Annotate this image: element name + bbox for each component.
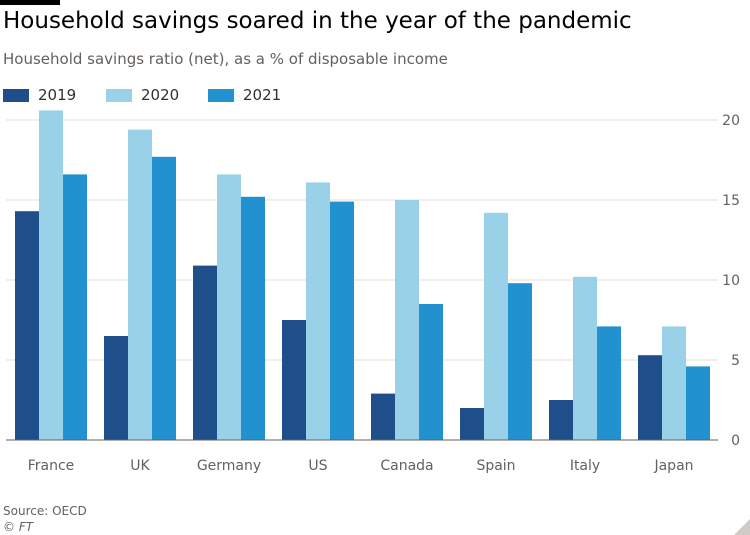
bar-2020-us — [306, 182, 330, 440]
legend: 2019 2020 2021 — [3, 84, 703, 106]
x-tick-label: Canada — [380, 458, 433, 474]
chart-title: Household savings soared in the year of … — [3, 8, 632, 34]
bar-2019-uk — [104, 336, 128, 440]
x-tick-label: Italy — [570, 458, 600, 474]
bar-2020-spain — [484, 212, 508, 440]
bar-2019-spain — [460, 408, 484, 440]
copyright-credit: © FT — [3, 520, 34, 534]
legend-swatch-2021 — [208, 88, 234, 102]
bar-2020-italy — [573, 276, 597, 440]
legend-swatch-2020 — [106, 88, 132, 102]
bar-2021-italy — [597, 326, 621, 440]
legend-item-2021: 2021 — [208, 84, 281, 106]
bar-2019-japan — [638, 355, 662, 440]
bar-2019-france — [15, 211, 39, 440]
x-tick-label: Japan — [653, 458, 693, 474]
bar-2020-canada — [395, 200, 419, 440]
legend-item-2020: 2020 — [106, 84, 179, 106]
y-tick-label: 15 — [722, 193, 740, 209]
bar-2019-italy — [549, 400, 573, 440]
bar-2021-us — [330, 201, 354, 440]
chart-subtitle: Household savings ratio (net), as a % of… — [3, 50, 448, 68]
y-tick-label: 10 — [722, 273, 740, 289]
x-tick-label: US — [308, 458, 327, 474]
x-tick-label: UK — [130, 458, 150, 474]
x-tick-label: Spain — [476, 458, 515, 474]
y-tick-label: 0 — [731, 433, 740, 449]
title-rule — [0, 0, 60, 5]
legend-label-2021: 2021 — [243, 86, 282, 104]
x-tick-label: Germany — [197, 458, 261, 474]
bar-2021-germany — [241, 196, 265, 440]
bar-2020-germany — [217, 174, 241, 440]
bar-2019-germany — [193, 265, 217, 440]
bar-2021-france — [63, 174, 87, 440]
corner-mark — [734, 519, 750, 535]
legend-swatch-2019 — [3, 88, 29, 102]
bar-2021-japan — [686, 366, 710, 440]
bar-2021-spain — [508, 283, 532, 440]
legend-label-2020: 2020 — [141, 86, 180, 104]
y-tick-label: 5 — [731, 353, 740, 369]
bar-2021-uk — [152, 156, 176, 441]
legend-label-2019: 2019 — [38, 86, 77, 104]
bar-2020-uk — [128, 129, 152, 440]
y-tick-label: 20 — [722, 113, 740, 129]
bar-2019-canada — [371, 393, 395, 440]
bar-2020-japan — [662, 326, 686, 440]
x-tick-label: France — [28, 458, 75, 474]
bar-2021-canada — [419, 304, 443, 440]
legend-item-2019: 2019 — [3, 84, 76, 106]
bar-2020-france — [39, 110, 63, 441]
source-note: Source: OECD — [3, 504, 87, 518]
bar-2019-us — [282, 320, 306, 440]
